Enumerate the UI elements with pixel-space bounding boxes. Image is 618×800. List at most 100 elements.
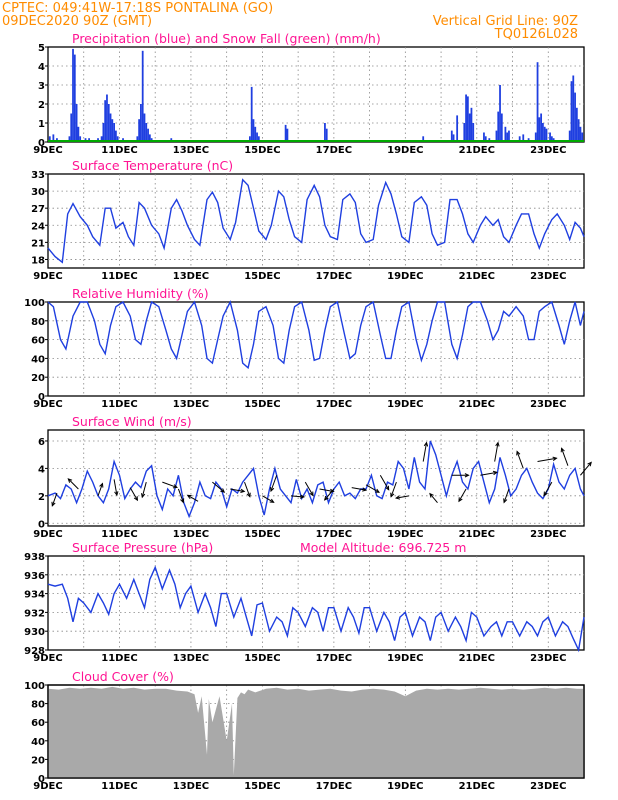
wind-arrow-head (560, 447, 565, 453)
wind-arrow (365, 484, 380, 493)
precip-bar (136, 136, 139, 142)
precip-bar (574, 92, 576, 142)
precip-bar (48, 136, 51, 142)
x-tick-label: 19DEC (387, 399, 423, 410)
wind-arrow-head (543, 491, 548, 497)
precip-bar (141, 50, 144, 142)
wind-arrow-head (300, 494, 306, 499)
precip-bar (540, 113, 543, 142)
precip-bar (100, 136, 103, 142)
precip-bar (72, 48, 74, 142)
wind-arrow (324, 488, 335, 501)
x-tick-label: 11DEC (101, 529, 137, 540)
precip-bar (543, 126, 546, 142)
precip-bar (452, 134, 455, 142)
wind-arrow (379, 475, 390, 491)
wind-arrow (141, 481, 147, 498)
precip-bar (504, 126, 507, 142)
wind-arrow-head (394, 495, 401, 500)
panel-annotation: Model Altitude: 696.725 m (300, 540, 466, 555)
panel-title: Surface Wind (m/s) (72, 414, 192, 429)
y-tick-label: 4 (38, 464, 45, 475)
y-tick-label: 18 (31, 255, 45, 266)
header-run-date: 09DEC2020 90Z (GMT) (2, 14, 152, 29)
series-line (47, 178, 585, 264)
wind-arrow (262, 495, 274, 503)
wind-arrow (113, 479, 118, 496)
precip-bar (70, 113, 73, 142)
precip-bar (497, 111, 500, 142)
wind-arrow-head (141, 493, 146, 499)
precip-bar (538, 117, 541, 142)
x-tick-label: 15DEC (244, 529, 280, 540)
y-tick-label: 60 (31, 718, 45, 729)
precip-bar (577, 119, 580, 142)
x-tick-label: 13DEC (173, 653, 209, 664)
precip-bar (495, 130, 498, 142)
y-tick-label: 80 (31, 317, 45, 328)
wind-arrow-head (587, 461, 592, 467)
wind-arrow-head (552, 456, 558, 461)
x-tick-label: 9DEC (33, 271, 62, 282)
y-tick-label: 80 (31, 700, 45, 711)
x-tick-label: 17DEC (316, 781, 352, 792)
precip-bar (506, 132, 509, 142)
wind-arrow (561, 448, 569, 466)
x-tick-label: 15DEC (244, 399, 280, 410)
wind-arrow-head (374, 488, 381, 493)
x-tick-label: 9DEC (33, 781, 62, 792)
x-tick-label: 9DEC (33, 529, 62, 540)
wind-arrow (212, 481, 225, 493)
x-tick-label: 19DEC (387, 145, 423, 156)
wind-arrow (319, 488, 334, 492)
precip-bar (286, 128, 289, 142)
precip-bar (579, 126, 582, 142)
header-code: TQ0126L028 (494, 27, 578, 42)
x-tick-label: 15DEC (244, 271, 280, 282)
x-tick-label: 23DEC (530, 653, 566, 664)
precip-bar (109, 113, 112, 142)
precip-bar (68, 136, 71, 142)
wind-arrow-head (246, 492, 251, 498)
x-tick-label: 21DEC (459, 271, 495, 282)
precip-bar (466, 96, 469, 142)
y-tick-label: 4 (38, 62, 45, 73)
x-tick-label: 13DEC (173, 399, 209, 410)
y-tick-label: 100 (24, 298, 45, 309)
panel-frame (47, 429, 585, 527)
precip-bar (111, 119, 114, 142)
wind-arrow-head (270, 486, 275, 493)
y-tick-label: 60 (31, 336, 45, 347)
x-tick-label: 13DEC (173, 271, 209, 282)
y-tick-label: 40 (31, 354, 45, 365)
wind-arrow (51, 492, 58, 506)
precip-bar (257, 136, 260, 142)
precip-bar (143, 113, 146, 142)
wind-arrow (503, 488, 510, 503)
precip-bar (500, 113, 503, 142)
panel-4: 928 930 932 934 936 938 9DEC 11DEC 13DEC 15DEC 17D… (24, 540, 585, 664)
y-tick-label: 5 (38, 43, 45, 54)
y-tick-label: 0 (38, 519, 45, 530)
panel-frame (47, 301, 585, 397)
wind-arrow (458, 488, 467, 502)
x-tick-label: 15DEC (244, 781, 280, 792)
wind-arrow-head (385, 485, 390, 491)
wind-arrow-head (429, 492, 434, 498)
y-tick-label: 30 (31, 187, 45, 198)
x-tick-label: 21DEC (459, 399, 495, 410)
precip-bar (581, 132, 584, 142)
wind-arrow-head (323, 495, 329, 501)
precip-bar (572, 75, 575, 142)
wind-arrow (422, 442, 428, 462)
y-tick-label: 0 (38, 392, 45, 403)
precip-bar (549, 132, 551, 142)
panel-frame-top (47, 684, 585, 779)
precip-bar (508, 130, 510, 142)
wind-arrow (390, 481, 397, 497)
x-tick-label: 23DEC (530, 529, 566, 540)
y-tick-label: 20 (31, 373, 45, 384)
precip-bar (113, 123, 115, 142)
wind-arrow-head (495, 441, 500, 447)
